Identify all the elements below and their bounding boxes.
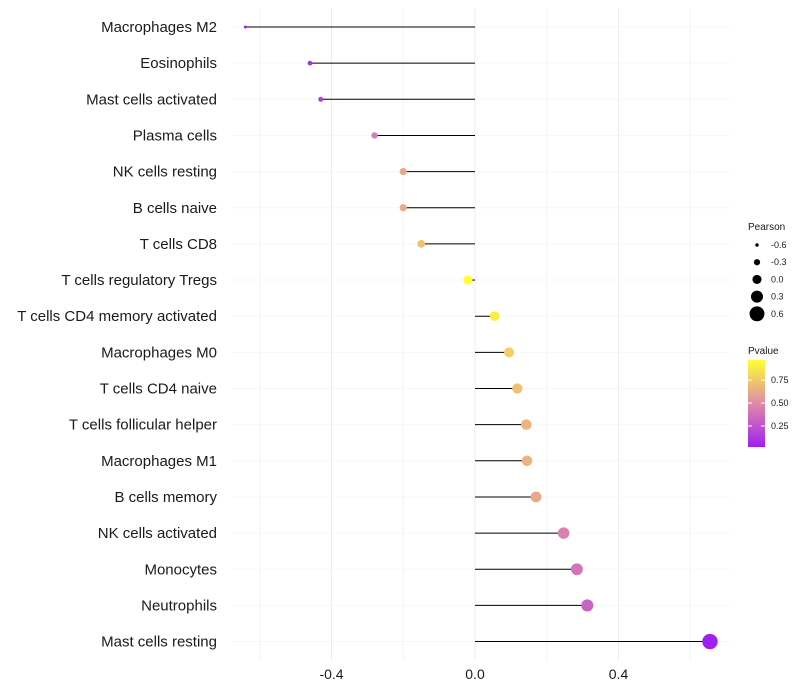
category-label: T cells CD4 memory activated	[17, 308, 217, 325]
data-point	[307, 60, 313, 66]
data-point	[521, 419, 532, 430]
legend-size-swatch	[752, 274, 762, 284]
data-point	[504, 347, 515, 358]
data-point	[530, 491, 542, 503]
legend-size-swatch	[755, 243, 759, 247]
category-label: T cells CD4 naive	[100, 381, 217, 398]
category-label: T cells CD8	[140, 236, 217, 253]
category-label: Neutrophils	[141, 597, 217, 614]
legend-color-label: 0.50	[771, 398, 789, 408]
data-point	[463, 275, 473, 285]
category-label: Macrophages M0	[101, 344, 217, 361]
stems	[245, 26, 710, 643]
data-point	[243, 25, 247, 29]
category-label: T cells follicular helper	[69, 417, 217, 434]
data-point	[581, 599, 594, 612]
data-point	[318, 96, 324, 102]
data-point	[417, 240, 426, 248]
category-label: Mast cells resting	[101, 634, 217, 651]
x-tick-label: -0.4	[319, 666, 343, 682]
data-point	[399, 204, 407, 212]
x-axis-ticks: -0.4 0.0 0.4	[319, 666, 628, 682]
legend-size-title: Pearson	[748, 222, 785, 233]
legend-colorbar	[748, 360, 765, 447]
legend-size-items: -0.6 -0.3 0.0 0.3 0.6	[749, 240, 787, 322]
legend-size-label: 0.6	[771, 309, 784, 319]
legend-color-ticks: 0.25 0.50 0.75	[748, 375, 789, 431]
category-label: NK cells activated	[98, 525, 217, 542]
x-tick-label: 0.4	[609, 666, 629, 682]
x-tick-label: 0.0	[465, 666, 485, 682]
data-point	[371, 132, 378, 139]
category-label: Plasma cells	[133, 127, 217, 144]
category-label: Macrophages M2	[101, 19, 217, 36]
legend-color-title: Pvalue	[748, 346, 779, 357]
category-label: Eosinophils	[140, 55, 217, 72]
legend-size-label: 0.0	[771, 274, 784, 284]
data-point	[399, 167, 407, 176]
data-point	[512, 383, 523, 394]
category-labels: Macrophages M2 Eosinophils Mast cells acti…	[17, 19, 217, 651]
legend-size-label: 0.3	[771, 292, 784, 302]
category-label: Mast cells activated	[86, 91, 217, 108]
data-point	[702, 633, 718, 650]
category-label: T cells regulatory Tregs	[61, 272, 217, 289]
category-label: B cells memory	[114, 489, 217, 506]
category-label: Monocytes	[144, 561, 217, 578]
grid-lines	[232, 8, 730, 660]
legend-color-label: 0.75	[771, 375, 789, 385]
legend-color-label: 0.25	[771, 421, 789, 431]
legend-size-label: -0.3	[771, 257, 787, 267]
legend-size-swatch	[749, 306, 765, 322]
legend-size-swatch	[750, 290, 764, 303]
category-label: NK cells resting	[113, 164, 217, 181]
data-point	[489, 311, 500, 322]
legend-size-swatch	[753, 259, 761, 266]
points	[243, 25, 718, 650]
category-label: B cells naive	[133, 200, 217, 217]
legend: Pearson -0.6 -0.3 0.0 0.3 0.6 Pvalue 0.25 0.5…	[748, 222, 789, 447]
category-label: Macrophages M1	[101, 453, 217, 470]
data-point	[570, 563, 583, 576]
legend-size-label: -0.6	[771, 240, 787, 250]
data-point	[521, 455, 533, 467]
data-point	[557, 527, 570, 539]
